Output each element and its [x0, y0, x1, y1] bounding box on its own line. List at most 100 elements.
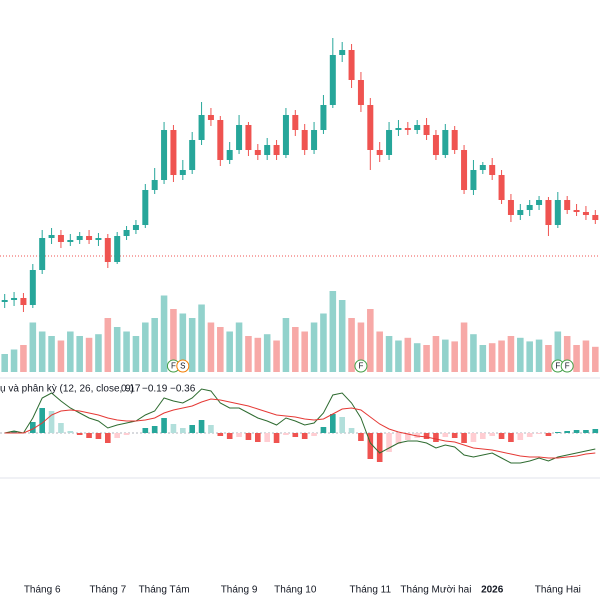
volume-bar [142, 322, 149, 372]
macd-legend-label: ụ và phân kỳ (12, 26, close, 9) [0, 384, 134, 395]
event-marker-label: F [565, 362, 570, 371]
candle-body [57, 235, 64, 242]
macd-histogram-bar [151, 426, 158, 433]
volume-bar [263, 334, 271, 372]
event-marker-label: F [555, 362, 560, 371]
volume-bar [85, 337, 93, 372]
candle-body [39, 238, 46, 270]
macd-histogram-bar [395, 433, 402, 444]
volume-bar [10, 349, 18, 372]
volume-bar [217, 327, 224, 372]
volume-bar [451, 341, 458, 372]
candle-body [292, 115, 299, 130]
volume-bar [338, 300, 346, 372]
macd-histogram-bar [76, 433, 83, 435]
candle-body [20, 298, 27, 305]
volume-bar [442, 339, 449, 372]
macd-histogram-bar [114, 433, 120, 438]
candle-body [582, 212, 589, 215]
volume-bar [470, 334, 477, 372]
candle-body [226, 150, 233, 160]
macd-histogram-bar [376, 433, 383, 462]
candle-body [564, 200, 571, 210]
macd-histogram-bar [480, 433, 486, 439]
macd-histogram-bar [367, 433, 374, 459]
macd-histogram-bar [433, 433, 439, 442]
candle-body [357, 80, 364, 105]
candle-body [282, 115, 289, 155]
candle-body [507, 200, 514, 215]
volume-bar [367, 309, 374, 372]
candle-body [395, 128, 402, 130]
x-tick-label: Tháng 9 [221, 585, 258, 596]
macd-histogram-bar [301, 433, 308, 439]
volume-bar [292, 327, 299, 372]
candle-body [386, 130, 393, 155]
candle-body [151, 180, 158, 190]
event-marker [354, 359, 368, 373]
volume-bar [254, 337, 262, 372]
candle-body [311, 130, 318, 150]
macd-legend-value: 0.17 [121, 384, 141, 395]
volume-bar [245, 336, 252, 372]
volume-bar [123, 331, 130, 372]
candle-body [217, 120, 224, 160]
candle-body [48, 235, 55, 238]
candle-body [95, 238, 102, 240]
macd-histogram-bar [255, 433, 261, 442]
volume-bar [132, 336, 140, 372]
candle-body [404, 128, 411, 130]
volume-bar [432, 336, 440, 372]
candle-body [442, 130, 449, 155]
candle-body [104, 238, 111, 262]
volume-bar [320, 313, 327, 372]
macd-histogram-bar [358, 433, 364, 441]
macd-histogram-bar [508, 433, 514, 442]
macd-histogram-bar [245, 433, 252, 440]
volume-bar [376, 331, 383, 372]
candle-body [161, 130, 168, 180]
candle-body [348, 50, 355, 80]
macd-legend-value: −0.36 [170, 384, 196, 395]
volume-bar [310, 322, 318, 372]
volume-bar [273, 340, 280, 372]
candle-body [301, 130, 308, 150]
volume-bar [592, 346, 599, 372]
candle-body [236, 125, 243, 150]
x-tick-label: Tháng 6 [24, 585, 61, 596]
macd-histogram-bar [283, 433, 289, 435]
candle-body [273, 145, 280, 155]
event-marker-label: F [171, 362, 176, 371]
candle-body [67, 240, 74, 242]
x-tick-label: Tháng Mười hai [400, 585, 471, 596]
volume-bar [48, 336, 55, 372]
candle-body [451, 130, 458, 150]
macd-histogram-bar [39, 408, 45, 433]
macd-histogram-bar [564, 431, 570, 433]
macd-histogram-bar [386, 433, 392, 452]
macd-histogram-bar [526, 433, 533, 437]
candle-body [189, 140, 196, 170]
macd-histogram-bar [180, 428, 186, 433]
macd-histogram-bar [517, 433, 524, 440]
volume-bar [498, 340, 505, 372]
macd-line [4, 388, 596, 464]
signal-line [4, 398, 596, 459]
candle-body [414, 125, 421, 130]
volume-bar [582, 340, 590, 372]
event-marker [560, 359, 574, 373]
candle-body [423, 125, 430, 135]
candle-body [29, 270, 36, 305]
candle-body [536, 200, 543, 205]
macd-histogram-bar [11, 431, 17, 433]
volume-bar [479, 345, 487, 372]
volume-bar [385, 336, 393, 372]
macd-histogram-bar [498, 433, 505, 439]
volume-bar [404, 337, 412, 372]
volume-bar [545, 345, 552, 372]
volume-bar [460, 322, 468, 372]
candle-body [170, 130, 177, 175]
macd-histogram-bar [273, 433, 280, 443]
macd-histogram-bar [95, 433, 102, 439]
macd-histogram-bar [161, 418, 167, 433]
